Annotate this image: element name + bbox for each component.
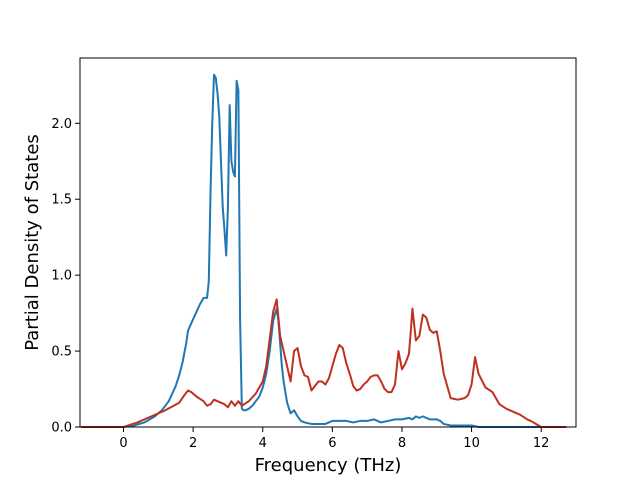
x-tick-label: 6 [328,436,336,451]
x-tick-label: 10 [463,436,480,451]
y-tick-label: 1.0 [51,269,72,284]
series-layer [80,73,567,428]
x-tick-label: 8 [398,436,406,451]
x-tick-label: 0 [119,436,127,451]
series-line-1 [80,73,567,428]
axes-frame [79,57,577,428]
x-axis-label: Frequency (THz) [255,455,402,476]
x-axis: 0 2 4 6 8 10 12 [119,427,549,451]
x-tick-label: 4 [259,436,267,451]
x-tick-label: 2 [189,436,197,451]
y-tick-label: 2.0 [51,117,72,132]
y-tick-label: 0.0 [51,421,72,436]
y-tick-label: 1.5 [51,193,72,208]
y-axis: 0.0 0.5 1.0 1.5 2.0 [51,117,80,436]
y-tick-label: 0.5 [51,345,72,360]
series-line-2 [80,298,567,428]
x-tick-label: 12 [533,436,550,451]
y-axis-label: Partial Density of States [22,134,43,351]
